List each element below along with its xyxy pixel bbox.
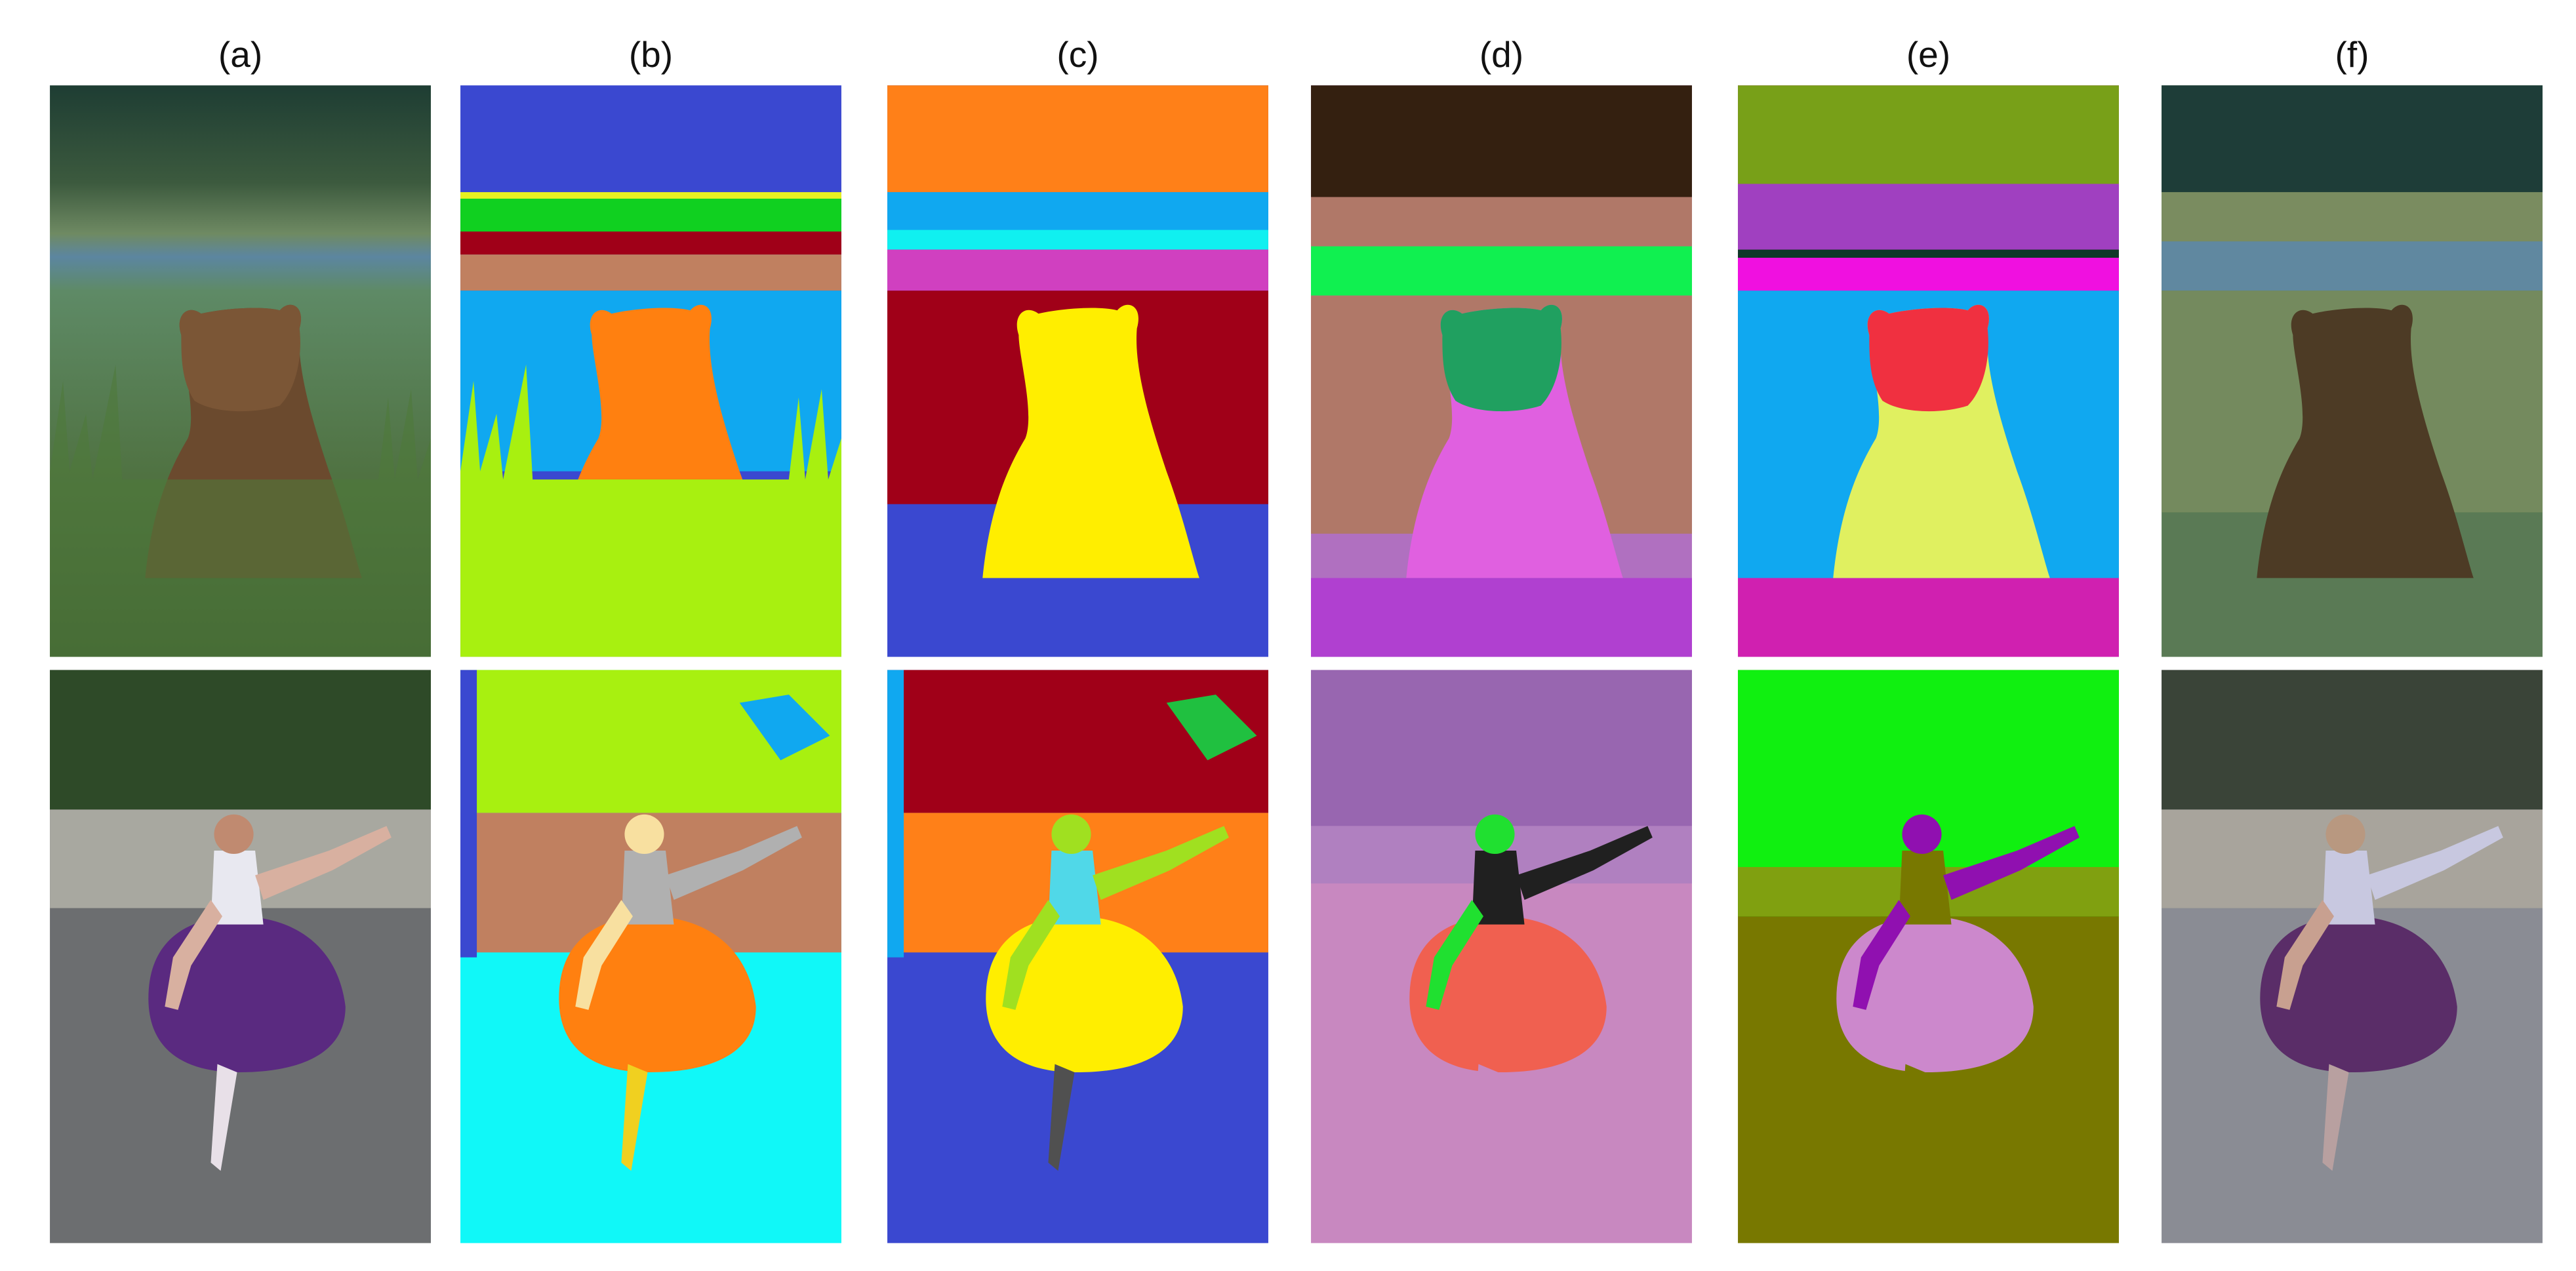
panel-f-bear	[2162, 85, 2543, 657]
panel-label: (b)	[629, 34, 673, 75]
panel-label: (a)	[218, 34, 262, 75]
panel-d-dancer	[1311, 670, 1692, 1243]
panel-a-bear	[50, 85, 431, 657]
panel-c-dancer	[887, 670, 1268, 1243]
panel-label: (d)	[1479, 34, 1523, 75]
panel-label: (e)	[1906, 34, 1950, 75]
panel-b-dancer	[460, 670, 841, 1243]
panel-b-bear	[460, 85, 841, 657]
panel-e-bear	[1738, 85, 2119, 657]
panel-e-dancer	[1738, 670, 2119, 1243]
panel-c-bear	[887, 85, 1268, 657]
panel-d-bear	[1311, 85, 1692, 657]
panel-f-dancer	[2162, 670, 2543, 1243]
panel-a-dancer	[50, 670, 431, 1243]
panel-label: (c)	[1057, 34, 1098, 75]
panel-label: (f)	[2335, 34, 2369, 75]
